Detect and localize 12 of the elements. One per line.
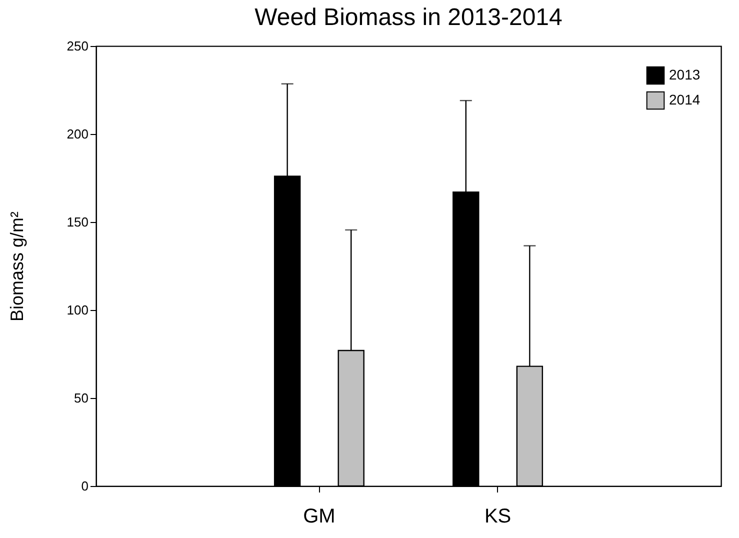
y-axis-title: Biomass g/m² (6, 211, 27, 322)
x-tick-label: GM (303, 506, 336, 528)
y-tick-label: 150 (66, 214, 88, 230)
y-tick-label: 0 (81, 478, 88, 494)
legend-label: 2014 (669, 92, 700, 108)
chart-title: Weed Biomass in 2013-2014 (254, 4, 562, 31)
y-tick-label: 100 (66, 302, 88, 318)
legend-label: 2013 (669, 66, 700, 82)
y-tick-label: 250 (66, 38, 88, 54)
y-tick-label: 50 (74, 390, 88, 406)
x-tick-label: KS (484, 506, 512, 528)
y-tick-label: 200 (66, 126, 88, 142)
